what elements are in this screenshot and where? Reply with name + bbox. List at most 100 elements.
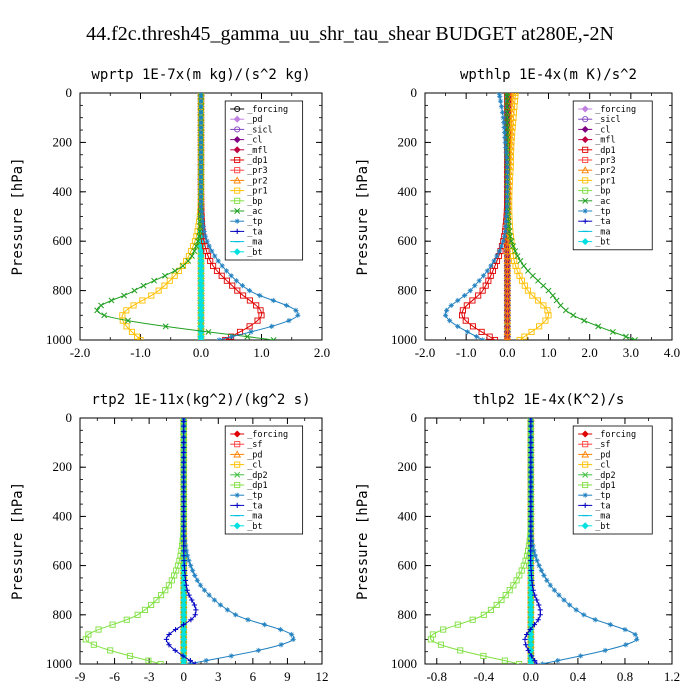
series-point-pr1 — [521, 333, 528, 340]
x-tick-label: 4.0 — [664, 345, 680, 360]
y-axis-label: Pressure [hPa] — [10, 482, 26, 600]
panel-title: wpthlp 1E-4x(m K)/s^2 — [460, 67, 637, 83]
series-point-ta — [529, 582, 535, 588]
series-point-tp — [504, 189, 510, 195]
legend-label-mfl: _mfl — [247, 146, 267, 156]
series-point-tp — [198, 189, 204, 195]
legend-marker-pd — [233, 115, 241, 123]
series-point-ta — [181, 543, 187, 549]
series-point-ta — [188, 617, 194, 623]
series-point-tp — [198, 184, 204, 190]
series-point-tp — [192, 572, 198, 579]
legend-label-cl: _cl — [247, 136, 262, 146]
legend-label-bt: _bt — [595, 238, 610, 248]
legend-label-pr3: _pr3 — [247, 166, 267, 176]
series-point-ac — [172, 267, 178, 274]
series-point-ta — [528, 528, 534, 534]
legend-marker-pr1 — [582, 177, 589, 184]
series-point-ta — [528, 538, 534, 544]
x-tick-label: 12 — [316, 669, 329, 684]
series-point-ta — [528, 563, 534, 569]
series-point-tp — [211, 597, 217, 603]
series-point-tp — [229, 334, 235, 340]
legend-label-bt: _bt — [247, 248, 262, 258]
legend-marker-bp — [234, 197, 241, 204]
series-point-tp — [556, 592, 562, 598]
series-point-dp1 — [109, 621, 116, 628]
series-point-tp — [498, 104, 505, 110]
series-point-ta — [528, 503, 534, 510]
series-point-tp — [290, 636, 296, 642]
y-tick-label: 0 — [411, 85, 418, 100]
series-point-tp — [447, 318, 453, 324]
legend-label-forcing: _forcing — [247, 105, 288, 115]
series-point-ac — [162, 323, 169, 330]
series-point-dp1 — [90, 641, 97, 648]
series-point-pr1 — [155, 287, 162, 294]
series-point-ta — [181, 423, 187, 429]
series-point-tp — [551, 587, 557, 593]
series-point-ta — [181, 518, 187, 524]
series-point-ta — [525, 647, 531, 654]
series-point-tp — [504, 159, 510, 165]
series-point-ta — [184, 587, 190, 593]
series-point-tp — [464, 329, 471, 335]
x-tick-label: 2.0 — [582, 345, 598, 360]
legend-marker-pd — [233, 450, 242, 458]
legend-marker-sf — [582, 441, 589, 448]
series-point-tp — [286, 318, 292, 324]
legend-label-forcing: _forcing — [595, 430, 636, 440]
legend-label-tp: _tp — [247, 217, 262, 227]
series-point-tp — [201, 587, 208, 593]
series-point-ta — [532, 658, 538, 664]
series-point-tp — [278, 642, 284, 648]
series-point-tp — [198, 104, 204, 110]
series-point-tp — [201, 228, 207, 234]
series-point-tp — [198, 154, 204, 160]
y-tick-label: 1000 — [46, 656, 72, 671]
series-point-tp — [503, 223, 509, 229]
series-point-ta — [528, 543, 534, 549]
legend-marker-ta — [234, 502, 240, 508]
legend-box — [572, 100, 653, 251]
series-point-pr2 — [503, 332, 512, 340]
series-point-tp — [502, 139, 508, 145]
legend-marker-pr3 — [582, 156, 589, 164]
y-tick-label: 1000 — [46, 332, 72, 347]
series-point-pr1 — [179, 262, 186, 269]
series-point-ac — [609, 328, 616, 335]
series-point-ac — [125, 317, 131, 324]
x-tick-label: -9 — [75, 669, 86, 684]
series-point-dp1 — [158, 592, 165, 599]
y-axis-label: Pressure [hPa] — [355, 482, 371, 600]
series-point-tp — [200, 218, 206, 225]
legend-label-pr1: _pr1 — [595, 176, 615, 186]
series-point-ta — [528, 523, 534, 529]
series-point-ac — [507, 233, 514, 240]
series-point-ta — [528, 508, 534, 515]
series-point-pr1 — [161, 282, 168, 289]
series-point-tp — [504, 208, 510, 215]
series-point-ac — [244, 333, 251, 340]
series-point-ta — [531, 622, 538, 628]
series-point-tp — [198, 159, 204, 165]
series-point-tp — [498, 243, 505, 249]
legend-marker-dp1 — [234, 481, 241, 489]
series-point-tp — [293, 307, 299, 313]
legend-label-sicl: _sicl — [595, 115, 621, 125]
series-point-dp1 — [210, 262, 217, 269]
series-point-ta — [186, 592, 192, 598]
series-point-tp — [206, 592, 212, 598]
series-point-tp — [212, 253, 218, 259]
x-tick-label: -2.0 — [70, 345, 91, 360]
series-point-dp1 — [258, 312, 265, 319]
series-point-ta — [181, 434, 187, 440]
series-point-tp — [632, 631, 638, 638]
y-tick-label: 600 — [398, 233, 418, 248]
series-point-tp — [203, 658, 209, 664]
x-tick-label: 2.0 — [314, 345, 330, 360]
y-tick-label: 800 — [398, 283, 418, 298]
legend-label-tp: _tp — [595, 491, 610, 501]
series-point-ac — [545, 287, 552, 294]
series-point-ta — [181, 538, 187, 544]
